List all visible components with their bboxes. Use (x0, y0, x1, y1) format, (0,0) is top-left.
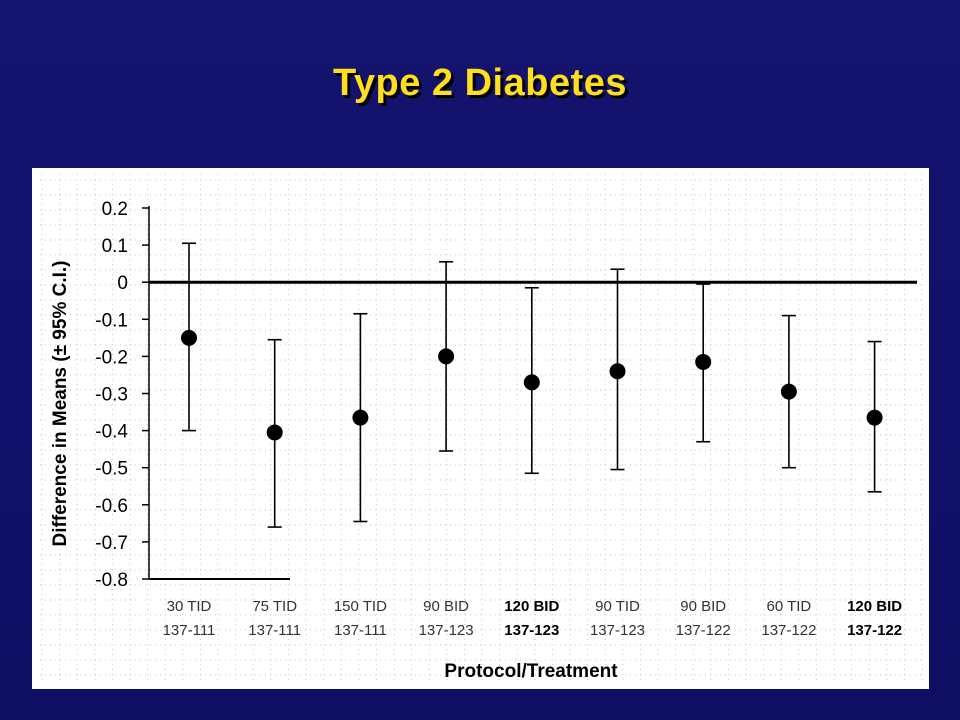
x-category-treatment-label: 90 BID (680, 598, 726, 615)
data-point (695, 353, 712, 370)
data-point (352, 409, 369, 426)
x-category-protocol-label: 137-111 (334, 622, 387, 639)
labels: 0.2 0.1 0 -0.1 -0.2 -0.3 -0.4 -0.5 -0.6 -0.7 -0.8 D… (50, 199, 902, 682)
x-category-treatment-label: 75 TID (252, 598, 297, 615)
y-axis-title: Difference in Means (± 95% C.I.) (50, 260, 71, 546)
y-tick-label: -0.6 (95, 496, 128, 517)
gridlines (40, 174, 923, 683)
y-tick-label: -0.4 (95, 422, 128, 443)
data-point (181, 329, 197, 346)
x-category-treatment-label: 30 TID (167, 598, 212, 615)
y-tick-label: -0.5 (95, 459, 128, 480)
slide-title: Type 2 Diabetes (332, 62, 628, 104)
error-bar-chart: 0.2 0.1 0 -0.1 -0.2 -0.3 -0.4 -0.5 -0.6 -0.7 -0.8 D… (40, 174, 923, 683)
x-category-treatment-label: 90 TID (595, 598, 640, 615)
x-category-protocol-label: 137-123 (419, 622, 474, 639)
chart-panel: 0.2 0.1 0 -0.1 -0.2 -0.3 -0.4 -0.5 -0.6 -0.7 -0.8 D… (32, 168, 929, 689)
data-point (866, 409, 883, 426)
data-point (609, 363, 626, 380)
x-category-treatment-label: 120 BID (847, 598, 902, 615)
y-tick-label: 0 (117, 273, 128, 294)
x-category-treatment-label: 150 TID (334, 598, 387, 615)
data-point (780, 383, 797, 400)
axes (142, 206, 917, 580)
data-points (181, 242, 883, 528)
x-category-protocol-label: 137-122 (847, 622, 902, 639)
x-axis-title: Protocol/Treatment (444, 661, 618, 682)
x-category-protocol-label: 137-123 (504, 622, 559, 639)
x-category-protocol-label: 137-111 (248, 622, 301, 639)
y-tick-label: -0.8 (95, 570, 128, 591)
data-point (266, 424, 283, 441)
data-point (438, 348, 455, 365)
x-category-protocol-label: 137-122 (676, 622, 731, 639)
y-tick-label: -0.2 (95, 347, 128, 368)
y-tick-label: -0.3 (95, 385, 128, 406)
x-category-protocol-label: 137-111 (163, 622, 216, 639)
y-tick-label: 0.2 (102, 199, 128, 220)
x-category-protocol-label: 137-123 (590, 622, 645, 639)
data-point (523, 374, 540, 391)
x-category-treatment-label: 60 TID (767, 598, 812, 615)
x-category-treatment-label: 120 BID (504, 598, 559, 615)
y-tick-label: -0.1 (95, 310, 128, 331)
y-tick-label: -0.7 (95, 533, 128, 554)
x-category-protocol-label: 137-122 (761, 622, 816, 639)
x-category-treatment-label: 90 BID (423, 598, 469, 615)
y-tick-label: 0.1 (102, 236, 128, 257)
